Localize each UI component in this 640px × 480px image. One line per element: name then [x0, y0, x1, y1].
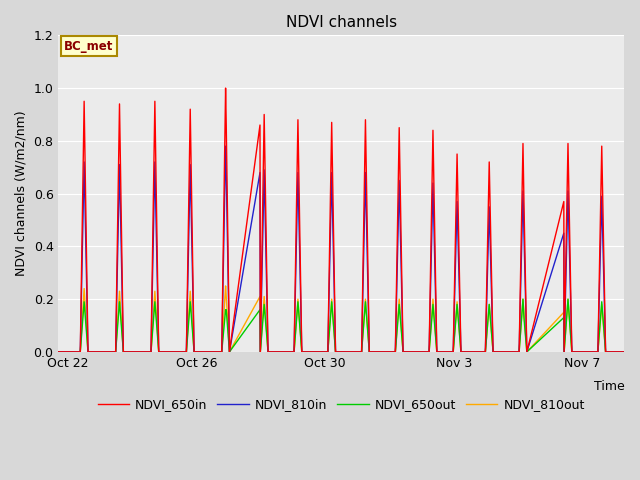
NDVI_810in [392, 349, 399, 355]
Legend: NDVI_650in, NDVI_810in, NDVI_650out, NDVI_810out: NDVI_650in, NDVI_810in, NDVI_650out, NDV… [93, 393, 590, 416]
NDVI_650out [155, 349, 163, 355]
NDVI_650out [399, 349, 407, 355]
NDVI_810in [399, 349, 407, 355]
NDVI_650in [453, 151, 461, 157]
NDVI_650in [221, 85, 229, 91]
Text: BC_met: BC_met [64, 39, 113, 53]
NDVI_650out [449, 349, 457, 355]
NDVI_810out [290, 349, 298, 355]
NDVI_650out [264, 349, 272, 355]
NDVI_810out [453, 299, 461, 305]
NDVI_810out [392, 349, 399, 355]
NDVI_650out [519, 296, 527, 302]
NDVI_810out [425, 349, 433, 355]
NDVI_650in [425, 349, 433, 355]
NDVI_650in [155, 349, 163, 355]
NDVI_650out [620, 349, 628, 355]
Line: NDVI_650in: NDVI_650in [58, 88, 624, 352]
NDVI_650in [399, 349, 407, 355]
Text: Time: Time [593, 380, 624, 394]
NDVI_810in [453, 199, 461, 204]
NDVI_810out [620, 349, 628, 355]
Line: NDVI_650out: NDVI_650out [58, 299, 624, 352]
NDVI_810in [620, 349, 628, 355]
NDVI_650out [365, 349, 373, 355]
NDVI_650out [54, 349, 62, 355]
NDVI_810in [425, 349, 433, 355]
NDVI_650in [392, 349, 399, 355]
NDVI_810in [54, 349, 62, 355]
Y-axis label: NDVI channels (W/m2/nm): NDVI channels (W/m2/nm) [15, 111, 28, 276]
NDVI_810out [155, 349, 163, 355]
Title: NDVI channels: NDVI channels [286, 15, 397, 30]
NDVI_650in [620, 349, 628, 355]
Line: NDVI_810in: NDVI_810in [58, 146, 624, 352]
NDVI_650in [290, 349, 298, 355]
NDVI_810out [221, 283, 229, 289]
NDVI_810out [399, 349, 407, 355]
NDVI_650out [396, 301, 403, 307]
NDVI_810out [54, 349, 62, 355]
NDVI_650in [54, 349, 62, 355]
NDVI_810in [155, 349, 163, 355]
Line: NDVI_810out: NDVI_810out [58, 286, 624, 352]
NDVI_810in [221, 143, 229, 149]
NDVI_810in [290, 349, 298, 355]
